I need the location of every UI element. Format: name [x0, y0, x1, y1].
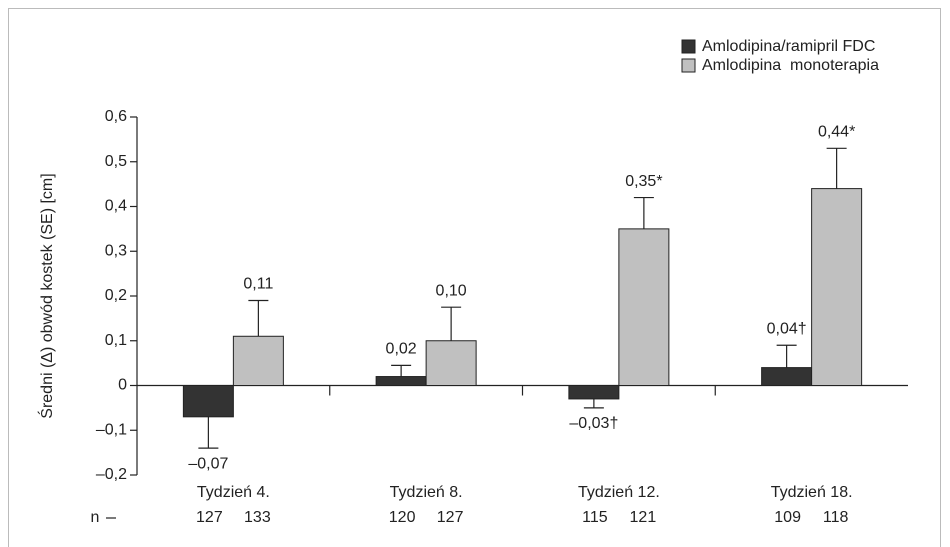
n-count: 118: [823, 509, 849, 526]
value-label: 0,35*: [625, 173, 662, 190]
legend-swatch: [681, 39, 696, 54]
n-label: n: [91, 509, 100, 526]
n-count: 127: [196, 509, 223, 526]
value-label: 0,44*: [818, 124, 855, 141]
y-tick-label: 0: [118, 377, 127, 394]
y-tick-label: 0,6: [105, 108, 127, 125]
y-tick-label: –0,1: [96, 421, 127, 438]
x-tick-label: Tydzień 8.: [390, 484, 463, 501]
y-tick-label: 0,3: [105, 242, 127, 259]
legend-label: Amlodipina monoterapia: [702, 57, 879, 74]
frame: [8, 8, 941, 547]
n-count: 115: [582, 509, 608, 526]
legend-swatch: [681, 58, 696, 73]
bar: [618, 228, 670, 386]
x-tick-label: Tydzień 4.: [197, 484, 270, 501]
value-label: –0,07: [188, 455, 228, 472]
value-label: 0,10: [436, 282, 467, 299]
x-tick-label: Tydzień 12.: [578, 484, 660, 501]
n-count: 121: [630, 509, 657, 526]
value-label: 0,02: [386, 341, 417, 358]
bar: [182, 385, 234, 418]
bar: [375, 376, 427, 386]
bar: [425, 340, 477, 386]
y-tick-label: 0,2: [105, 287, 127, 304]
x-tick-label: Tydzień 18.: [771, 484, 853, 501]
bar: [811, 188, 863, 386]
bar: [232, 335, 284, 386]
value-label: –0,03†: [569, 415, 618, 432]
n-count: 133: [244, 509, 271, 526]
legend-label: Amlodipina/ramipril FDC: [702, 38, 875, 55]
y-tick-label: –0,2: [96, 466, 127, 483]
y-axis-label: Średni (Δ) obwód kostek (SE) [cm]: [37, 173, 56, 418]
n-count: 127: [437, 509, 464, 526]
n-count: 120: [389, 509, 416, 526]
bar: [568, 385, 620, 400]
y-tick-label: 0,5: [105, 153, 127, 170]
n-count: 109: [774, 509, 801, 526]
y-tick-label: 0,1: [105, 332, 127, 349]
value-label: 0,11: [243, 276, 273, 293]
bar: [761, 367, 813, 387]
y-tick-label: 0,4: [105, 198, 127, 215]
value-label: 0,04†: [767, 320, 807, 337]
